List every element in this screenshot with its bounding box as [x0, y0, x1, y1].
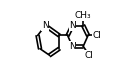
Text: N: N — [69, 42, 76, 51]
Text: N: N — [69, 21, 76, 30]
Text: Cl: Cl — [92, 31, 101, 40]
Text: CH₃: CH₃ — [75, 11, 92, 20]
Text: Cl: Cl — [85, 51, 94, 60]
Text: N: N — [42, 21, 49, 30]
